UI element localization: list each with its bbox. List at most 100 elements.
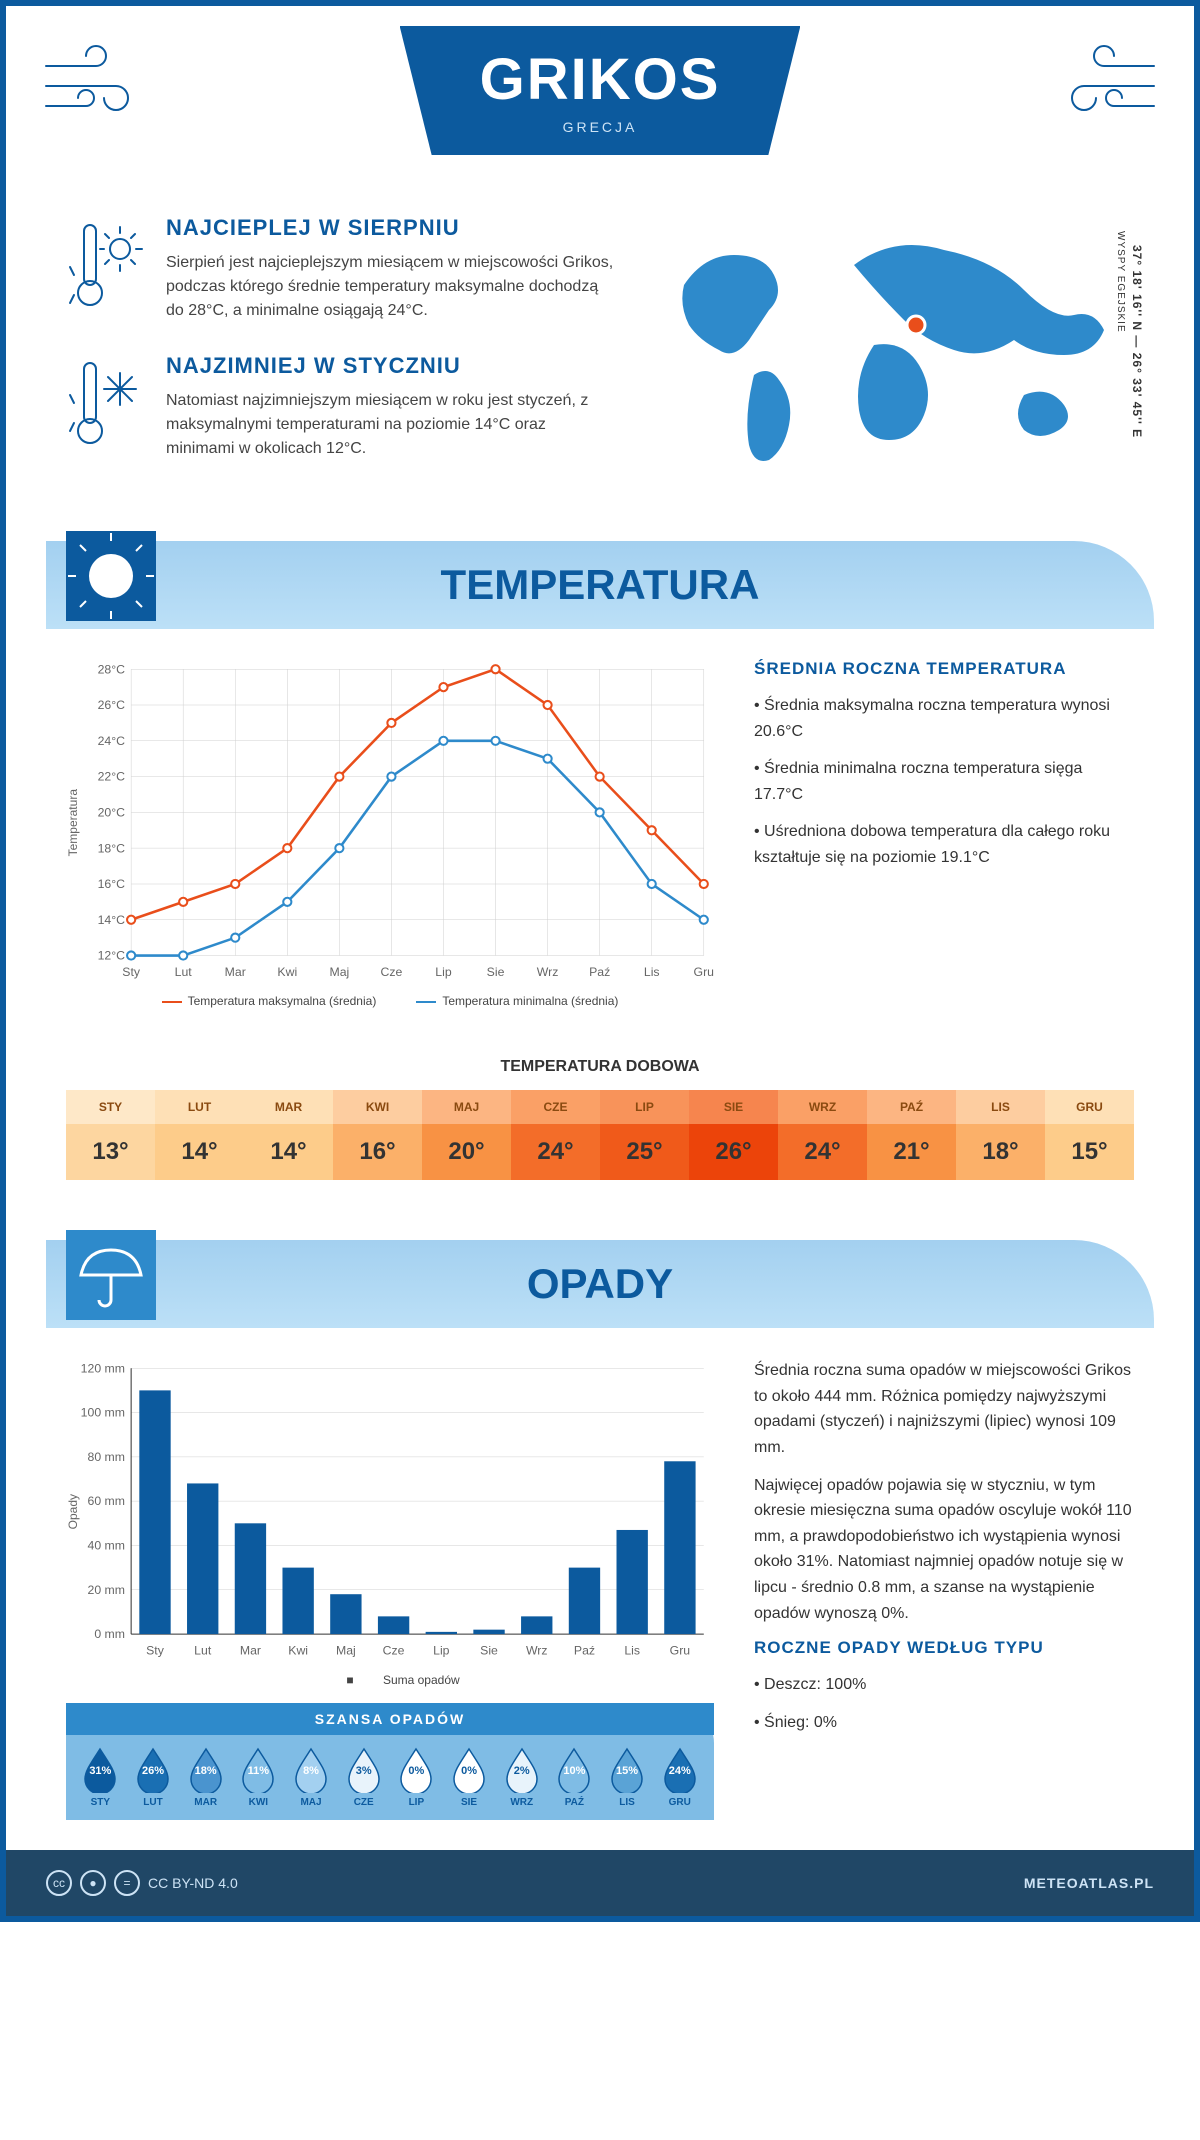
thermometer-snow-icon — [66, 353, 146, 461]
chance-cell: 3%CZE — [337, 1745, 390, 1808]
intro-row: NAJCIEPLEJ W SIERPNIU Sierpień jest najc… — [6, 185, 1194, 521]
svg-text:60 mm: 60 mm — [88, 1494, 126, 1508]
chance-cell: 24%GRU — [653, 1745, 706, 1808]
svg-text:Mar: Mar — [240, 1644, 261, 1658]
temp-bullet: Średnia maksymalna roczna temperatura wy… — [754, 693, 1134, 744]
map-block: WYSPY EGEJSKIE 37° 18' 16'' N — 26° 33' … — [654, 215, 1134, 491]
chance-cell: 8%MAJ — [285, 1745, 338, 1808]
temp-bullets: Średnia maksymalna roczna temperatura wy… — [754, 693, 1134, 871]
country-subtitle: GRECJA — [480, 119, 721, 135]
fact-cold: NAJZIMNIEJ W STYCZNIU Natomiast najzimni… — [66, 353, 614, 461]
world-map — [654, 215, 1134, 480]
wind-icon — [36, 36, 146, 131]
by-icon: ● — [80, 1870, 106, 1896]
daily-temp-cell: STY13° — [66, 1090, 155, 1180]
svg-text:26°C: 26°C — [98, 698, 126, 712]
temperature-line-chart: 12°C14°C16°C18°C20°C22°C24°C26°C28°CStyL… — [80, 659, 714, 986]
wind-icon — [1054, 36, 1164, 131]
daily-temp-grid: STY13°LUT14°MAR14°KWI16°MAJ20°CZE24°LIP2… — [66, 1090, 1134, 1180]
precip-type-title: ROCZNE OPADY WEDŁUG TYPU — [754, 1638, 1134, 1658]
coords-label: 37° 18' 16'' N — 26° 33' 45'' E — [1130, 245, 1144, 438]
chance-title: SZANSA OPADÓW — [66, 1703, 714, 1735]
daily-temp-cell: GRU15° — [1045, 1090, 1134, 1180]
umbrella-icon — [66, 1230, 156, 1320]
license-text: CC BY-ND 4.0 — [148, 1875, 238, 1891]
drop-icon: 26% — [134, 1745, 172, 1793]
svg-text:100 mm: 100 mm — [81, 1406, 125, 1420]
site-label: METEOATLAS.PL — [1024, 1875, 1154, 1891]
svg-text:16°C: 16°C — [98, 877, 126, 891]
precip-chance-block: SZANSA OPADÓW 31%STY26%LUT18%MAR11%KWI8%… — [66, 1703, 714, 1820]
legend-max: Temperatura maksymalna (średnia) — [162, 994, 377, 1008]
precip-bar-chart: 0 mm20 mm40 mm60 mm80 mm100 mm120 mmStyL… — [80, 1358, 714, 1665]
footer: cc ● = CC BY-ND 4.0 METEOATLAS.PL — [6, 1850, 1194, 1916]
drop-icon: 0% — [450, 1745, 488, 1793]
fact-cold-title: NAJZIMNIEJ W STYCZNIU — [166, 353, 614, 379]
daily-temp-cell: LUT14° — [155, 1090, 244, 1180]
daily-temp-cell: LIS18° — [956, 1090, 1045, 1180]
drop-icon: 18% — [187, 1745, 225, 1793]
temperature-legend: Temperatura maksymalna (średnia) Tempera… — [66, 994, 714, 1008]
drop-icon: 24% — [661, 1745, 699, 1793]
chance-cell: 26%LUT — [127, 1745, 180, 1808]
legend-sum: ■ Suma opadów — [320, 1673, 459, 1687]
svg-text:Paź: Paź — [589, 965, 610, 979]
drop-icon: 8% — [292, 1745, 330, 1793]
header: GRIKOS GRECJA — [6, 6, 1194, 185]
temperature-row: Temperatura 12°C14°C16°C18°C20°C22°C24°C… — [6, 629, 1194, 1038]
facts: NAJCIEPLEJ W SIERPNIU Sierpień jest najc… — [66, 215, 614, 491]
fact-hot-title: NAJCIEPLEJ W SIERPNIU — [166, 215, 614, 241]
svg-text:20 mm: 20 mm — [88, 1583, 126, 1597]
svg-text:Lip: Lip — [433, 1644, 450, 1658]
chance-cell: 10%PAŹ — [548, 1745, 601, 1808]
fact-hot: NAJCIEPLEJ W SIERPNIU Sierpień jest najc… — [66, 215, 614, 323]
chance-grid: 31%STY26%LUT18%MAR11%KWI8%MAJ3%CZE0%LIP0… — [66, 1735, 714, 1808]
drop-icon: 31% — [81, 1745, 119, 1793]
precip-para2: Najwięcej opadów pojawia się w styczniu,… — [754, 1473, 1134, 1627]
svg-text:40 mm: 40 mm — [88, 1539, 126, 1553]
svg-text:Maj: Maj — [329, 965, 349, 979]
svg-text:Wrz: Wrz — [526, 1644, 548, 1658]
daily-temp-cell: MAR14° — [244, 1090, 333, 1180]
title-band: GRIKOS GRECJA — [400, 26, 801, 155]
chance-cell: 15%LIS — [601, 1745, 654, 1808]
page: GRIKOS GRECJA NAJCIEPLEJ W SIERPNIU Sier… — [0, 0, 1200, 1922]
svg-text:28°C: 28°C — [98, 662, 126, 676]
cc-icon: cc — [46, 1870, 72, 1896]
precip-types: Deszcz: 100%Śnieg: 0% — [754, 1672, 1134, 1735]
svg-text:22°C: 22°C — [98, 770, 126, 784]
svg-text:Lis: Lis — [644, 965, 660, 979]
svg-text:0 mm: 0 mm — [94, 1627, 125, 1641]
svg-text:Lip: Lip — [435, 965, 452, 979]
daily-temp-cell: CZE24° — [511, 1090, 600, 1180]
precip-legend: ■ Suma opadów — [66, 1673, 714, 1687]
svg-text:Cze: Cze — [383, 1644, 405, 1658]
svg-text:Lis: Lis — [624, 1644, 640, 1658]
temperature-chart: Temperatura 12°C14°C16°C18°C20°C22°C24°C… — [66, 659, 714, 1008]
thermometer-sun-icon — [66, 215, 146, 323]
daily-temp-cell: MAJ20° — [422, 1090, 511, 1180]
svg-text:Kwi: Kwi — [277, 965, 297, 979]
precip-side: Średnia roczna suma opadów w miejscowośc… — [754, 1358, 1134, 1820]
daily-temp-title: TEMPERATURA DOBOWA — [66, 1058, 1134, 1076]
svg-text:24°C: 24°C — [98, 734, 126, 748]
svg-text:Sie: Sie — [487, 965, 505, 979]
svg-text:18°C: 18°C — [98, 841, 126, 855]
section-title: OPADY — [146, 1260, 1154, 1308]
chance-cell: 31%STY — [74, 1745, 127, 1808]
daily-temp-cell: WRZ24° — [778, 1090, 867, 1180]
svg-text:Sty: Sty — [146, 1644, 165, 1658]
svg-text:Cze: Cze — [381, 965, 403, 979]
drop-icon: 0% — [397, 1745, 435, 1793]
svg-text:Sty: Sty — [122, 965, 141, 979]
chance-cell: 11%KWI — [232, 1745, 285, 1808]
svg-text:Gru: Gru — [694, 965, 714, 979]
svg-text:Paź: Paź — [574, 1644, 595, 1658]
chance-cell: 0%LIP — [390, 1745, 443, 1808]
section-head-temperature: TEMPERATURA — [46, 541, 1154, 629]
svg-text:14°C: 14°C — [98, 913, 126, 927]
city-title: GRIKOS — [480, 46, 721, 113]
section-head-precip: OPADY — [46, 1240, 1154, 1328]
map-marker — [907, 316, 925, 334]
fact-cold-body: NAJZIMNIEJ W STYCZNIU Natomiast najzimni… — [166, 353, 614, 461]
